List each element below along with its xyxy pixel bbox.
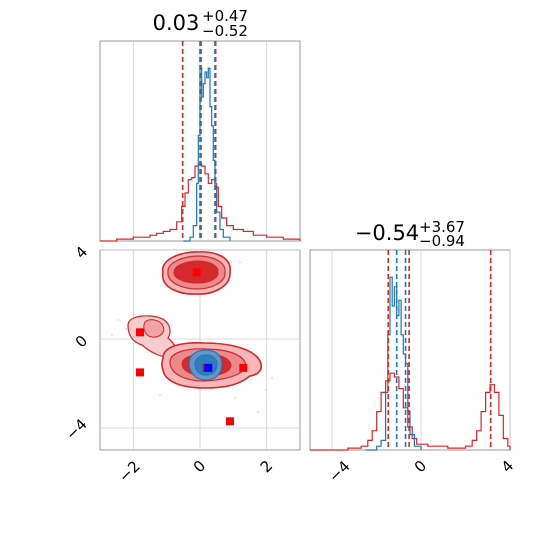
hist1-series (100, 67, 301, 242)
sample-dot (125, 328, 127, 330)
truth-marker (136, 368, 144, 377)
sample-dot (271, 377, 273, 379)
x2-tick-label: 4 (498, 457, 517, 476)
param2-plus: +3.67 (419, 218, 465, 236)
hist2-quantile-lines (387, 250, 492, 450)
y-tick-label: −4 (62, 415, 90, 443)
sample-dot (234, 397, 236, 399)
blue-histogram-line (183, 67, 231, 242)
contour-panel: 4 0 −4 −2 0 2 (62, 243, 301, 486)
hist1-quantile-lines (181, 41, 217, 241)
hist2-grid (331, 250, 511, 450)
truth-marker (226, 417, 234, 426)
truth-marker (136, 328, 144, 337)
sample-dot (239, 261, 241, 263)
scatter-markers (136, 268, 248, 426)
sample-dot (257, 411, 259, 413)
contour-level-inner (143, 319, 165, 338)
param1-title: 0.03 (153, 11, 200, 35)
param1-plus: +0.47 (202, 7, 248, 25)
sample-dot (265, 389, 267, 391)
y-tick-label: 4 (72, 243, 91, 262)
hist-panel-param2: −0.54 +3.67 −0.94 −4 0 4 (309, 218, 517, 486)
x2-tick-label: 0 (411, 457, 430, 476)
param1-minus: −0.52 (202, 22, 248, 40)
hist-panel-param1: 0.03 +0.47 −0.52 (99, 7, 301, 242)
x1-tick-labels: −2 0 2 (115, 457, 276, 486)
x1-tick-label: −2 (115, 457, 143, 485)
param1-median: 0.03 (153, 11, 200, 35)
x1-tick-label: 0 (190, 457, 209, 476)
sample-dot (117, 319, 119, 321)
sample-dot (111, 334, 113, 336)
y2-tick-labels: 4 0 −4 (62, 243, 91, 444)
x2-tick-labels: −4 0 4 (325, 457, 517, 486)
sample-dot (159, 394, 161, 396)
y-tick-label: 0 (72, 332, 91, 351)
x1-tick-label: 2 (257, 457, 276, 476)
truth-marker (192, 268, 201, 277)
red-histogram-line (310, 372, 511, 451)
param2-median: −0.54 (355, 221, 419, 245)
center-marker (204, 363, 213, 372)
param2-minus: −0.94 (419, 232, 465, 250)
truth-marker (239, 363, 248, 372)
x2-tick-label: −4 (325, 457, 353, 485)
